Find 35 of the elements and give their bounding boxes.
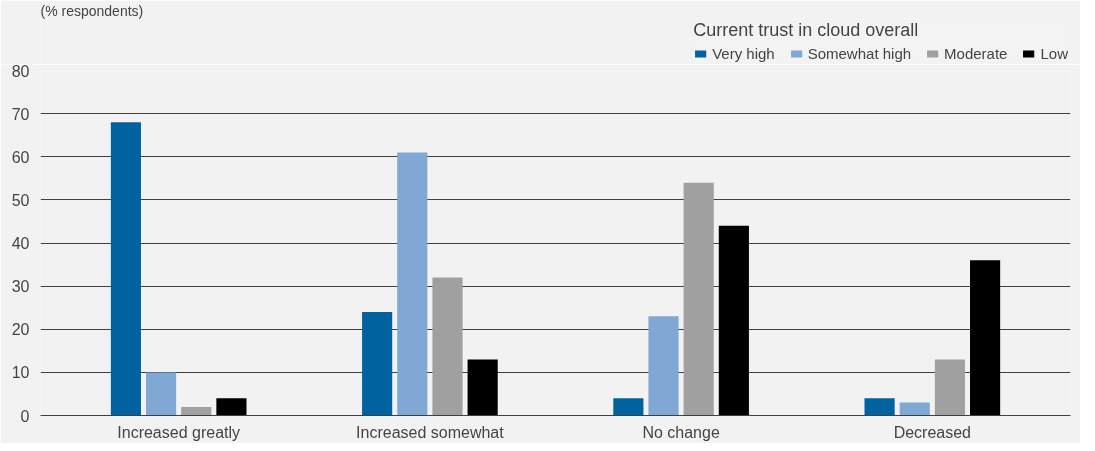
legend-label: Very high [712, 45, 775, 62]
y-tick-label: 30 [11, 278, 30, 296]
legend-label: Somewhat high [807, 45, 912, 62]
bar [467, 359, 498, 416]
y-tick-label: 0 [20, 407, 30, 425]
bar [899, 402, 930, 416]
y-tick-label: 80 [11, 62, 30, 80]
y-tick-label: 70 [11, 105, 30, 123]
bar [362, 312, 393, 416]
bar [110, 122, 141, 416]
legend-title: Current trust in cloud overall [693, 20, 920, 41]
bar [683, 182, 714, 416]
bar [970, 260, 1001, 416]
y-tick-label: 40 [11, 235, 30, 252]
bar [934, 359, 965, 416]
bar [432, 277, 463, 416]
bar [718, 225, 749, 416]
y-tick-label: 60 [11, 148, 30, 166]
y-axis-title: (% respondents) [40, 2, 144, 19]
x-tick-label: Increased greatly [117, 423, 241, 441]
bar [648, 316, 679, 416]
x-tick-label: Increased somewhat [356, 423, 505, 441]
legend-label: Low [1040, 45, 1068, 62]
bar [216, 398, 247, 416]
x-tick-label: Decreased [893, 423, 972, 441]
bar [613, 398, 644, 416]
bar [181, 406, 212, 416]
bar [864, 398, 895, 416]
legend-label: Moderate [944, 45, 1008, 62]
x-tick-label: No change [642, 423, 720, 441]
y-tick-label: 50 [11, 191, 30, 209]
y-tick-label: 10 [11, 364, 30, 382]
bar [397, 152, 428, 416]
bar [146, 372, 177, 416]
y-tick-label: 20 [11, 321, 30, 339]
